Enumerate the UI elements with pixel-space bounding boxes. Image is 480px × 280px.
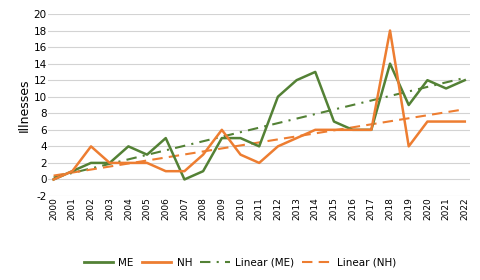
Y-axis label: Illnesses: Illnesses <box>18 78 31 132</box>
NH <box>219 128 225 132</box>
Linear (NH) <box>181 153 187 156</box>
ME <box>256 145 262 148</box>
NH <box>294 136 300 140</box>
Linear (ME) <box>70 171 75 175</box>
Linear (ME) <box>275 122 281 125</box>
Linear (ME) <box>200 139 206 143</box>
ME <box>51 178 57 181</box>
NH <box>331 128 337 132</box>
Linear (NH) <box>406 116 412 120</box>
ME <box>406 103 412 107</box>
ME <box>219 136 225 140</box>
Linear (ME) <box>125 158 131 161</box>
ME <box>331 120 337 123</box>
ME <box>70 169 75 173</box>
Linear (NH) <box>70 171 75 174</box>
Line: Linear (ME): Linear (ME) <box>54 78 465 178</box>
Linear (NH) <box>163 156 168 159</box>
Linear (ME) <box>350 103 356 107</box>
ME <box>350 128 356 132</box>
Linear (NH) <box>256 141 262 144</box>
ME <box>181 178 187 181</box>
NH <box>387 29 393 32</box>
ME <box>462 78 468 82</box>
Linear (ME) <box>107 162 112 165</box>
Linear (NH) <box>443 111 449 114</box>
Linear (NH) <box>369 123 374 126</box>
ME <box>443 87 449 90</box>
Linear (NH) <box>144 159 150 162</box>
NH <box>369 128 374 132</box>
ME <box>294 78 300 82</box>
Line: NH: NH <box>54 31 465 179</box>
NH <box>200 153 206 156</box>
Linear (NH) <box>387 120 393 123</box>
Linear (NH) <box>107 165 112 168</box>
Linear (ME) <box>219 135 225 138</box>
NH <box>312 128 318 132</box>
Linear (ME) <box>181 144 187 148</box>
NH <box>70 169 75 173</box>
NH <box>163 169 168 173</box>
Linear (NH) <box>350 126 356 129</box>
NH <box>350 128 356 132</box>
Linear (NH) <box>424 114 430 117</box>
ME <box>275 95 281 98</box>
Linear (ME) <box>424 85 430 88</box>
NH <box>51 178 57 181</box>
ME <box>144 153 150 156</box>
NH <box>443 120 449 123</box>
Linear (NH) <box>219 147 225 150</box>
Linear (NH) <box>200 150 206 153</box>
Linear (NH) <box>331 129 337 132</box>
ME <box>238 136 243 140</box>
Linear (ME) <box>406 90 412 93</box>
ME <box>369 128 374 132</box>
Linear (ME) <box>51 176 57 179</box>
NH <box>424 120 430 123</box>
Linear (ME) <box>144 153 150 157</box>
NH <box>238 153 243 156</box>
Linear (ME) <box>312 112 318 116</box>
Linear (NH) <box>462 108 468 111</box>
Linear (ME) <box>163 149 168 152</box>
ME <box>88 161 94 165</box>
Linear (ME) <box>256 126 262 129</box>
ME <box>387 62 393 65</box>
Linear (ME) <box>462 76 468 80</box>
Linear (NH) <box>294 135 300 138</box>
Linear (ME) <box>387 94 393 98</box>
Legend: ME, NH, Linear (ME), Linear (NH): ME, NH, Linear (ME), Linear (NH) <box>80 253 400 272</box>
Linear (ME) <box>238 130 243 134</box>
Linear (NH) <box>88 168 94 171</box>
Line: ME: ME <box>54 64 465 179</box>
ME <box>424 78 430 82</box>
ME <box>107 161 112 165</box>
ME <box>125 145 131 148</box>
Linear (ME) <box>88 167 94 170</box>
ME <box>312 70 318 74</box>
NH <box>275 145 281 148</box>
NH <box>256 161 262 165</box>
NH <box>107 161 112 165</box>
NH <box>125 161 131 165</box>
NH <box>462 120 468 123</box>
NH <box>181 169 187 173</box>
Linear (NH) <box>51 174 57 177</box>
NH <box>144 161 150 165</box>
Linear (ME) <box>331 108 337 111</box>
NH <box>406 145 412 148</box>
Linear (NH) <box>125 162 131 165</box>
Linear (NH) <box>312 132 318 135</box>
Linear (ME) <box>294 117 300 120</box>
Linear (ME) <box>443 81 449 84</box>
Linear (ME) <box>369 99 374 102</box>
NH <box>88 145 94 148</box>
ME <box>163 136 168 140</box>
Linear (NH) <box>238 144 243 147</box>
ME <box>200 169 206 173</box>
Line: Linear (NH): Linear (NH) <box>54 109 465 176</box>
Linear (NH) <box>275 138 281 141</box>
